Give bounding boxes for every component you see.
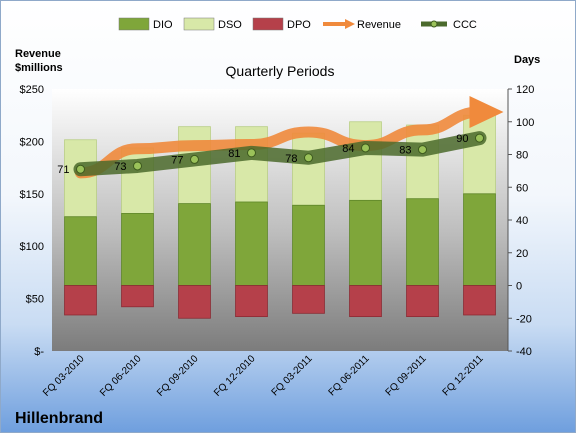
left-tick-label: $200 (20, 136, 44, 148)
legend-swatch-dpo (252, 17, 284, 31)
legend-swatch-dio (118, 17, 150, 31)
ccc-data-label: 78 (285, 153, 297, 165)
ccc-point (190, 154, 199, 164)
bar-dpo (463, 285, 496, 316)
legend-label-revenue: Revenue (357, 19, 401, 31)
left-tick-label: $250 (20, 84, 44, 96)
right-tick-label: 0 (516, 281, 522, 293)
ccc-point (361, 143, 370, 153)
x-tick-label: FQ 12-2011 (441, 353, 486, 398)
revenue-line (75, 106, 485, 179)
bar-dpo (406, 285, 439, 318)
x-tick-label: FQ 09-2010 (155, 353, 201, 399)
left-axis-title-line2: $millions (15, 62, 63, 74)
bar-dso (235, 126, 268, 203)
left-tick-label: $150 (20, 189, 44, 201)
right-tick-label: 20 (516, 248, 528, 260)
company-name: Hillenbrand (15, 410, 103, 427)
legend-ccc-marker (430, 20, 438, 28)
legend-label-dio: DIO (153, 19, 173, 31)
bar-dio (64, 216, 97, 286)
bar-dio (121, 213, 154, 286)
legend-swatch-dso (183, 17, 215, 31)
ccc-point (76, 164, 85, 174)
bar-dpo (349, 285, 382, 318)
right-tick-label: 80 (516, 150, 528, 162)
bar-dio (235, 201, 268, 286)
bar-dpo (178, 285, 211, 319)
left-tick-label: $- (34, 346, 44, 358)
bar-dio (178, 203, 211, 286)
right-tick-label: 100 (516, 117, 534, 129)
ccc-point (304, 153, 313, 163)
right-tick-label: -40 (516, 346, 532, 358)
bar-dso (463, 114, 496, 195)
left-tick-label: $50 (26, 294, 44, 306)
legend-revenue-arrow (345, 19, 355, 29)
bar-dpo (121, 285, 154, 308)
revenue-arrowhead (469, 96, 504, 129)
ccc-point (475, 133, 484, 143)
left-axis-title-line1: Revenue (15, 48, 61, 60)
left-tick-label: $100 (20, 241, 44, 253)
bar-dso (349, 121, 382, 201)
legend-label-dso: DSO (218, 19, 242, 31)
ccc-data-label: 84 (342, 143, 354, 155)
ccc-line (73, 131, 487, 177)
bar-dpo (235, 285, 268, 318)
ccc-data-label: 73 (114, 161, 126, 173)
bar-dio (349, 199, 382, 286)
right-tick-label: 40 (516, 215, 528, 227)
x-tick-label: FQ 06-2010 (98, 353, 144, 399)
ccc-data-label: 90 (456, 133, 468, 145)
x-tick-label: FQ 12-2010 (212, 353, 258, 399)
x-tick-label: FQ 06-2011 (327, 353, 372, 398)
ccc-point (133, 161, 142, 171)
ccc-data-label: 81 (228, 148, 240, 160)
legend-label-ccc: CCC (453, 19, 477, 31)
ccc-data-label: 71 (57, 164, 69, 176)
bar-dio (463, 193, 496, 286)
right-axis-title: Days (514, 54, 540, 66)
right-tick-label: -20 (516, 313, 532, 325)
ccc-point (418, 145, 427, 155)
bar-dso (292, 132, 325, 206)
x-tick-label: FQ 03-2011 (270, 353, 315, 398)
ccc-data-label: 77 (171, 154, 183, 166)
right-tick-label: 60 (516, 182, 528, 194)
ccc-point (247, 148, 256, 158)
chart-title: Quarterly Periods (226, 63, 335, 79)
bar-dso (406, 124, 439, 200)
x-tick-label: FQ 03-2010 (41, 353, 87, 399)
bar-dio (406, 198, 439, 286)
right-tick-label: 120 (516, 84, 534, 96)
bar-dio (292, 204, 325, 286)
bar-dpo (292, 285, 325, 314)
x-tick-label: FQ 09-2011 (384, 353, 429, 398)
bar-dpo (64, 285, 97, 316)
ccc-data-label: 83 (399, 145, 411, 157)
legend-label-dpo: DPO (287, 19, 311, 31)
